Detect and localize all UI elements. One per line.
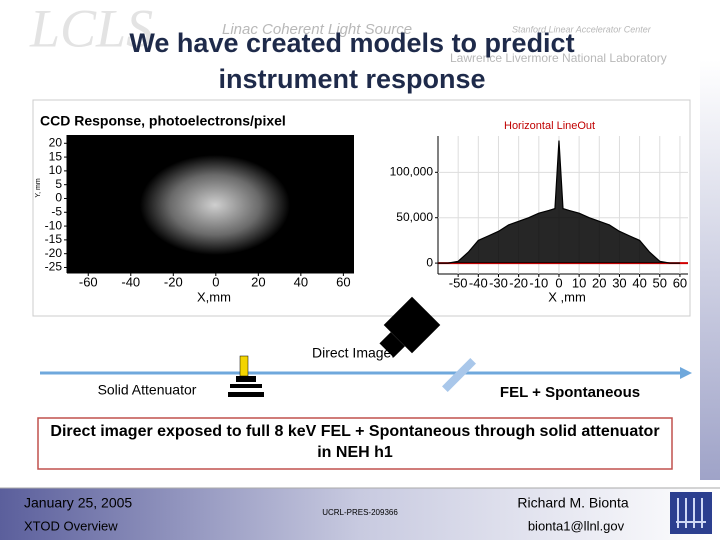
title: instrument response — [218, 64, 485, 94]
label: FEL + Spontaneous — [500, 384, 640, 401]
x-tick-label: 30 — [612, 275, 626, 290]
x-tick-label: 40 — [632, 275, 646, 290]
x-axis-label: X,mm — [197, 289, 231, 304]
x-tick-label: 60 — [673, 275, 687, 290]
y-axis-label: Y, mm — [35, 178, 42, 197]
x-tick-label: 60 — [336, 274, 350, 289]
y-tick-label: -20 — [45, 246, 63, 260]
x-tick-label: -20 — [164, 274, 183, 289]
y-tick-label: 10 — [49, 163, 63, 177]
attenuator-icon — [228, 355, 264, 397]
x-tick-label: -50 — [449, 275, 468, 290]
x-tick-label: 20 — [592, 275, 606, 290]
x-tick-label: 0 — [212, 274, 219, 289]
y-tick-label: 20 — [49, 135, 63, 149]
label: Direct Imager — [312, 345, 396, 361]
x-tick-label: -30 — [489, 275, 508, 290]
x-tick-label: 40 — [294, 274, 308, 289]
x-axis-label: X ,mm — [548, 289, 586, 304]
y-tick-label: 100,000 — [390, 164, 434, 178]
footer-band — [0, 488, 720, 540]
y-tick-label: -15 — [45, 232, 63, 246]
project: Linac Coherent Light Source — [222, 21, 412, 38]
chart-title: Horizontal LineOut — [504, 120, 595, 132]
caption: Direct imager exposed to full 8 keV FEL … — [50, 423, 660, 461]
x-tick-label: 10 — [572, 275, 586, 290]
lineout-area — [438, 140, 680, 264]
x-tick-label: -40 — [469, 275, 488, 290]
footer-author: Richard M. Bionta — [517, 495, 628, 511]
y-tick-label: 15 — [49, 149, 63, 163]
lab: Lawrence Livermore National Laboratory — [450, 51, 667, 65]
y-tick-label: -5 — [51, 204, 62, 218]
footer-date: January 25, 2005 — [24, 495, 132, 511]
lab: Stanford Linear Accelerator Center — [512, 24, 652, 34]
ccd-blob — [140, 155, 290, 255]
panel-title: CCD Response, photoelectrons/pixel — [40, 113, 286, 129]
label: Solid Attenuator — [98, 382, 197, 398]
lab-logo-mark — [676, 498, 706, 528]
logo: LCLS — [29, 0, 153, 58]
x-tick-label: -40 — [121, 274, 140, 289]
x-tick-label: -60 — [79, 274, 98, 289]
mirror-icon — [442, 358, 476, 392]
footer-event: XTOD Overview — [24, 518, 118, 533]
footer-report: UCRL-PRES-209366 — [322, 508, 398, 517]
plots: -60 -40 -20 0 20 40 6020151050-5-10-15-20-25-5… — [45, 135, 688, 290]
x-tick-label: -20 — [509, 275, 528, 290]
lineout — [438, 140, 680, 264]
side-band — [700, 60, 720, 480]
x-tick-label: 20 — [251, 274, 265, 289]
x-tick-label: 0 — [555, 275, 562, 290]
x-tick-label: -10 — [529, 275, 548, 290]
y-tick-label: 5 — [55, 177, 62, 191]
y-tick-label: 50,000 — [396, 210, 433, 224]
y-tick-label: 0 — [426, 255, 433, 269]
title: We have created models to predict — [129, 28, 574, 58]
lab-logo — [670, 492, 712, 534]
y-tick-label: -10 — [45, 218, 63, 232]
footer-email: bionta1@llnl.gov — [528, 518, 625, 533]
caption-wrap: Direct imager exposed to full 8 keV FEL … — [50, 423, 660, 461]
y-tick-label: 0 — [55, 191, 62, 205]
beam-arrow — [680, 367, 692, 379]
caption-box — [37, 417, 673, 470]
y-tick-label: -25 — [45, 260, 63, 274]
x-tick-label: 50 — [653, 275, 667, 290]
